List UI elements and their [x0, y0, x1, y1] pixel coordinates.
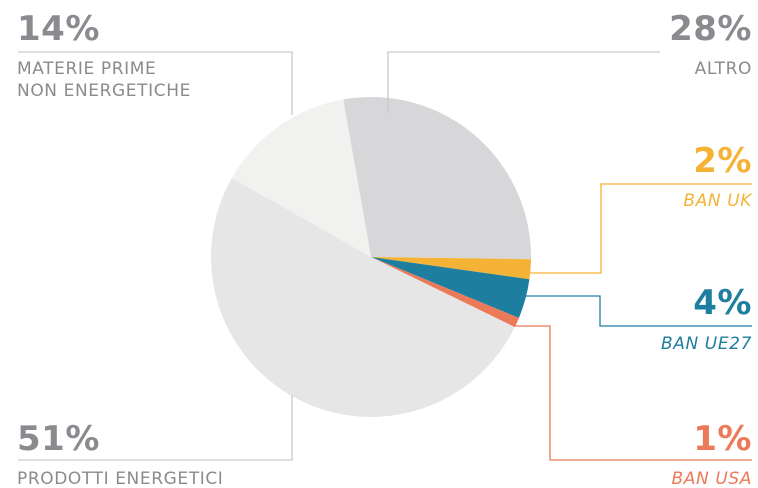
pct-label-altro: 28%: [669, 9, 752, 49]
label-ban-uk: BAN UK: [683, 191, 753, 211]
pie-slice-ban-usa: [371, 257, 519, 328]
pie-slice-materie-prime: [231, 99, 371, 258]
label-ban-usa: BAN USA: [672, 469, 752, 488]
pie-slice-ban-ue27: [371, 257, 530, 318]
label-prodotti-energetici: PRODOTTI ENERGETICI: [17, 469, 223, 488]
leader-line-materie-prime: [18, 51, 293, 115]
leader-lines: [18, 51, 752, 461]
pct-label-prodotti-energetici: 51%: [17, 419, 100, 459]
pie-slice-ban-uk: [371, 257, 531, 280]
pct-label-ban-ue27: 4%: [693, 283, 752, 323]
leader-line-ban-uk: [528, 183, 752, 274]
label-ban-ue27: BAN UE27: [661, 334, 752, 354]
leader-line-ban-usa: [515, 325, 752, 461]
pie-slice-prodotti-energetici: [211, 177, 515, 417]
leader-line-ban-ue27: [525, 295, 752, 327]
label-materie-prime-line2: NON ENERGETICHE: [17, 81, 191, 101]
leader-line-prodotti-energetici: [18, 395, 293, 461]
leader-line-altro: [387, 51, 660, 113]
pct-label-ban-usa: 1%: [693, 419, 752, 459]
pie-slices: [211, 97, 531, 417]
label-materie-prime-line1: MATERIE PRIME: [17, 59, 156, 79]
label-altro: ALTRO: [695, 59, 752, 79]
pct-label-ban-uk: 2%: [693, 141, 752, 181]
pct-label-materie-prime: 14%: [17, 9, 100, 49]
pie-slice-altro: [343, 97, 531, 260]
